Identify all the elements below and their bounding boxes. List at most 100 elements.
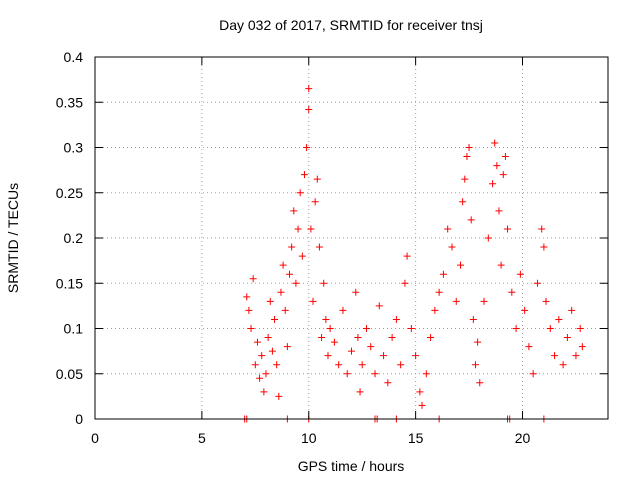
data-point	[352, 288, 360, 296]
data-point	[538, 225, 546, 233]
data-point	[497, 261, 505, 269]
data-point	[540, 243, 548, 251]
x-tick-label: 20	[515, 430, 531, 446]
data-point	[245, 306, 253, 314]
data-point	[563, 334, 571, 342]
axis-ticks	[94, 56, 608, 420]
data-point	[459, 198, 467, 206]
data-point	[533, 279, 541, 287]
data-point	[576, 325, 584, 332]
data-point	[262, 370, 270, 378]
data-point	[452, 297, 460, 305]
data-point	[326, 325, 334, 332]
data-point	[268, 347, 276, 355]
data-point	[392, 315, 400, 323]
data-point	[380, 352, 388, 360]
data-point	[484, 234, 492, 242]
data-point	[471, 361, 479, 369]
y-tick-label: 0.4	[64, 49, 84, 65]
data-point	[275, 392, 283, 400]
data-point	[290, 207, 298, 215]
data-point	[401, 279, 409, 287]
x-tick-label: 0	[91, 430, 99, 446]
data-point	[457, 261, 465, 269]
data-point	[313, 175, 321, 183]
data-point	[271, 315, 279, 323]
data-point	[288, 243, 296, 251]
data-point	[305, 105, 313, 113]
data-point	[499, 171, 507, 179]
data-point	[572, 352, 580, 360]
data-point	[256, 374, 264, 382]
data-point	[320, 279, 328, 287]
data-point	[416, 388, 424, 396]
data-point	[551, 352, 559, 360]
data-point	[324, 352, 332, 360]
data-point	[315, 243, 323, 251]
y-tick-label: 0.25	[56, 185, 83, 201]
data-point	[330, 338, 338, 346]
y-tick-label: 0	[75, 411, 83, 427]
data-point	[412, 352, 420, 360]
data-point	[467, 216, 475, 224]
data-point	[318, 334, 326, 342]
data-point	[286, 270, 294, 278]
y-tick-label: 0.3	[64, 140, 84, 156]
data-point	[559, 361, 567, 369]
data-point	[578, 343, 586, 351]
data-point	[469, 315, 477, 323]
data-point	[501, 153, 509, 161]
data-point	[489, 180, 497, 188]
y-tick-label: 0.1	[64, 321, 84, 337]
data-point	[358, 361, 366, 369]
x-tick-label: 5	[198, 430, 206, 446]
data-point	[339, 306, 347, 314]
data-point	[343, 370, 351, 378]
data-point	[397, 361, 405, 369]
data-point	[444, 225, 452, 233]
data-point	[307, 225, 315, 233]
data-point	[260, 388, 268, 396]
data-point	[516, 270, 524, 278]
data-point	[388, 334, 396, 342]
data-point	[335, 361, 343, 369]
y-tick-label: 0.15	[56, 275, 83, 291]
data-point	[264, 334, 272, 342]
data-point	[322, 315, 330, 323]
x-tick-label: 10	[301, 430, 317, 446]
y-tick-label: 0.2	[64, 230, 84, 246]
data-point	[448, 243, 456, 251]
data-point	[546, 325, 554, 332]
y-tick-label: 0.35	[56, 94, 83, 110]
grid-lines	[95, 57, 608, 419]
data-point	[521, 306, 529, 314]
data-point	[422, 370, 430, 378]
data-point	[294, 225, 302, 233]
data-point	[474, 338, 482, 346]
data-point	[495, 207, 503, 215]
data-point	[249, 275, 257, 283]
data-point	[435, 288, 443, 296]
data-point	[309, 297, 317, 305]
data-point	[305, 85, 313, 93]
data-point	[266, 297, 274, 305]
data-point	[491, 139, 499, 147]
data-point	[427, 334, 435, 342]
data-point	[476, 379, 484, 387]
data-point	[384, 379, 392, 387]
data-point	[348, 347, 355, 355]
data-point	[243, 293, 251, 301]
data-point	[311, 198, 319, 206]
data-point	[354, 334, 362, 342]
y-axis-title: SRMTID / TECUs	[5, 183, 21, 293]
y-tick-label: 0.05	[56, 366, 83, 382]
data-point	[298, 252, 306, 260]
data-point	[247, 325, 255, 332]
data-point	[407, 325, 415, 332]
data-point	[508, 288, 516, 296]
axis-tick-labels: 0 0.05 0.1 0.15 0.2 0.25 0.3 0.35 0.4 0 5 10 15 20	[56, 49, 531, 446]
data-point	[555, 315, 563, 323]
data-point	[568, 306, 576, 314]
data-point	[356, 388, 364, 396]
